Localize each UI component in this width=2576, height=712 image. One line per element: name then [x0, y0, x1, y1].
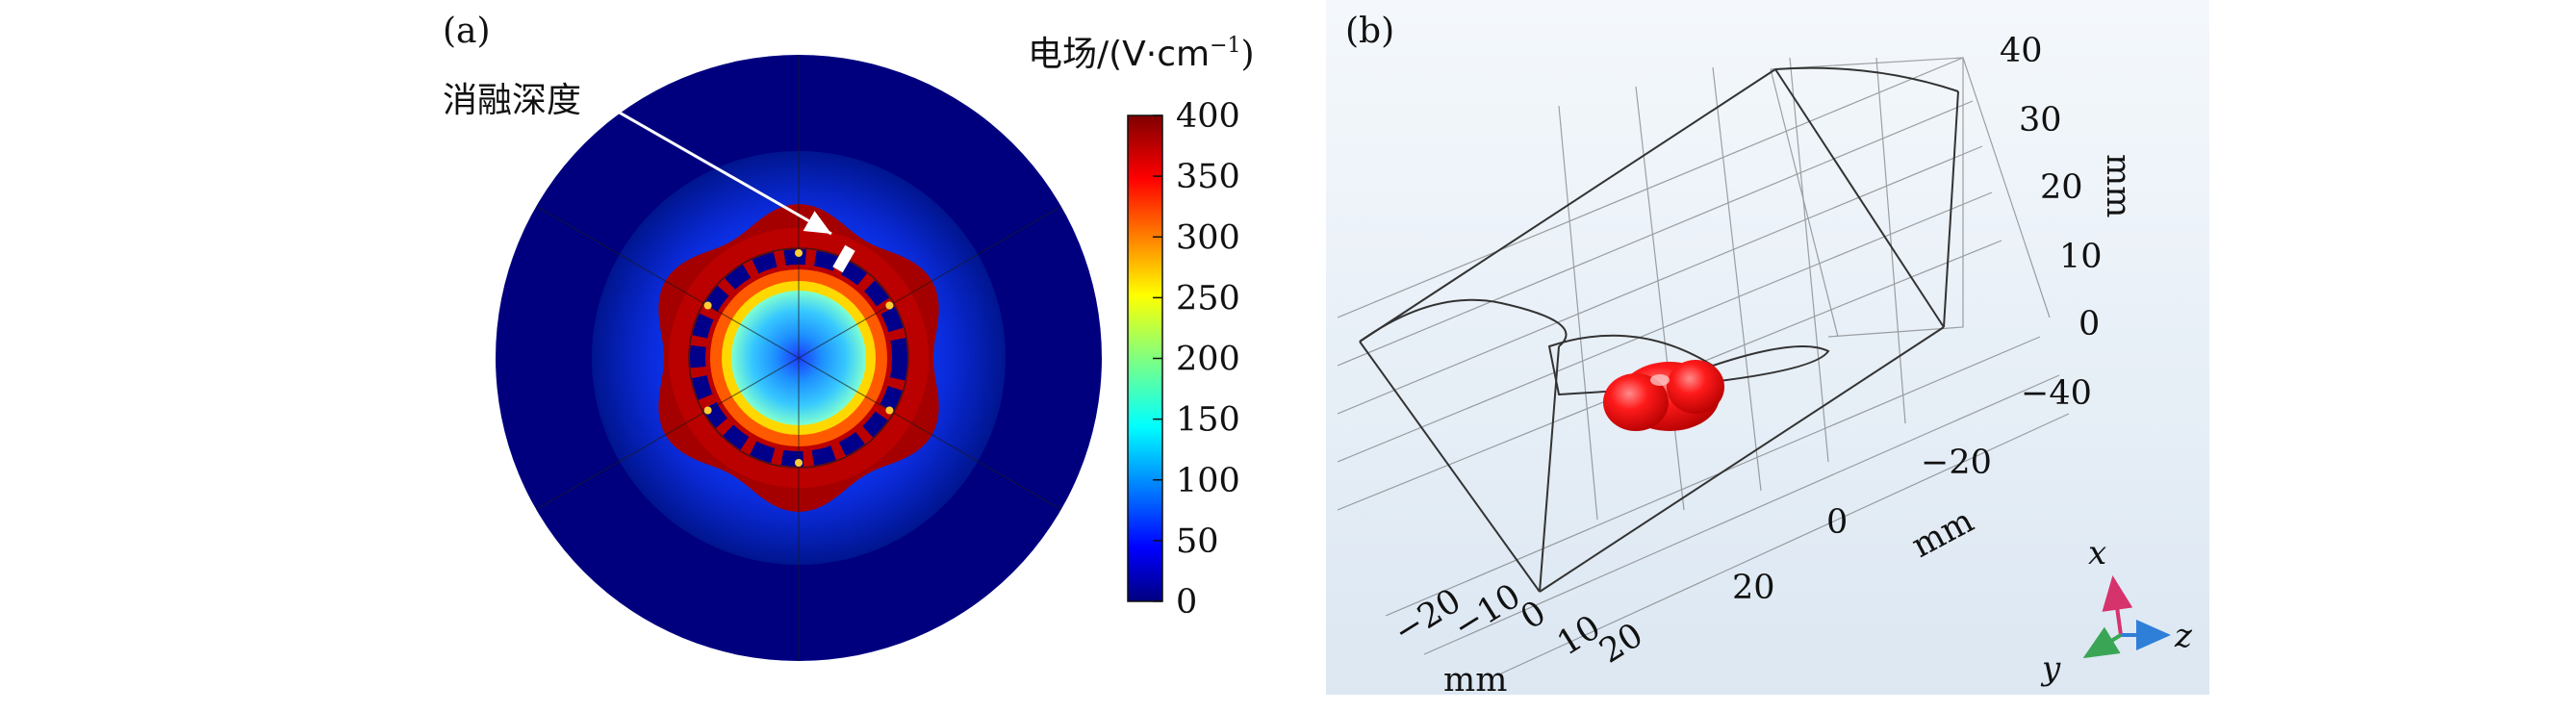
- depth-axis-ticks: −40 −20 0 20: [1732, 374, 2092, 607]
- vertical-axis-tick-label: 40: [2000, 32, 2043, 70]
- vertical-axis-tick-label: 30: [2019, 101, 2062, 140]
- ablation-depth-annotation: 消融深度: [443, 81, 581, 120]
- electrode-marker: [795, 459, 803, 467]
- triad-x-label: x: [2088, 534, 2106, 572]
- ablation-lesion: [1603, 360, 1724, 431]
- vertical-axis-unit: mm: [2099, 154, 2137, 217]
- wireframe-volume: [1359, 66, 1959, 593]
- panel-b: (b): [1326, 0, 2209, 699]
- vertical-axis-tick-label: 20: [2040, 168, 2083, 207]
- mesh-line: [535, 205, 800, 359]
- triad-y-label: y: [2040, 649, 2061, 688]
- mesh-line: [798, 205, 1062, 359]
- triad-z-label: z: [2174, 617, 2193, 655]
- mesh-line: [535, 357, 800, 511]
- annotation-arrow: [603, 102, 832, 236]
- colorbar-tick-label: 100: [1176, 462, 1240, 500]
- colorbar-tick-label: 200: [1176, 341, 1240, 379]
- electrode-marker: [703, 301, 712, 310]
- colorbar-tick-label: 300: [1176, 218, 1240, 257]
- colorbar-tick-label: 0: [1176, 583, 1197, 622]
- colorbar-tick-label: 350: [1176, 158, 1240, 196]
- colorbar-tick-label: 50: [1176, 522, 1219, 561]
- electrode-marker: [885, 301, 894, 310]
- colorbar-tick-label: 250: [1176, 279, 1240, 318]
- colorbar-tick-label: 150: [1176, 401, 1240, 440]
- depth-axis-tick-label: −40: [2021, 374, 2092, 413]
- panel-a-label: (a): [443, 12, 491, 51]
- mesh-lines: [535, 55, 1062, 661]
- vertical-axis-ticks: 40 30 20 10 0: [2000, 32, 2103, 343]
- triad-y-arrow: [2082, 626, 2123, 659]
- vertical-axis-tick-label: 10: [2059, 238, 2103, 276]
- depth-axis-tick-label: 20: [1732, 569, 1775, 607]
- colorbar-tick-label: 400: [1176, 97, 1240, 136]
- depth-axis-tick-label: 0: [1826, 503, 1848, 542]
- colorbar-ticks: 400 350 300 250 200 150 100 50 0: [1153, 97, 1240, 622]
- electrode-marker: [795, 249, 803, 257]
- panel-a: (a) 消融深度 电场/(V·cm−1) 400 350 300 250 200 150 1…: [443, 12, 1255, 661]
- colorbar-title: 电场/(V·cm−1): [1028, 34, 1255, 74]
- front-axis-unit: mm: [1443, 661, 1507, 699]
- electrode-markers: [703, 249, 894, 467]
- triad-x-arrow: [2102, 575, 2133, 636]
- mesh-line: [798, 357, 1062, 511]
- panel-b-label: (b): [1345, 12, 1394, 51]
- colorbar: 电场/(V·cm−1) 400 350 300 250 200 150 100 50 0: [1028, 34, 1255, 622]
- ablation-depth-marker: [832, 244, 855, 273]
- electrode-marker: [885, 406, 894, 415]
- vertical-axis-tick-label: 0: [2079, 305, 2100, 343]
- orientation-triad: x z y: [2040, 534, 2193, 688]
- electrode-marker: [703, 406, 712, 415]
- depth-axis-tick-label: −20: [1921, 444, 1992, 482]
